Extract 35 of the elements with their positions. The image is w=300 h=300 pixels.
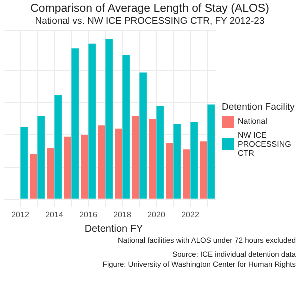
bar bbox=[72, 48, 79, 199]
x-tick-label: 2016 bbox=[80, 210, 98, 220]
bar bbox=[88, 44, 96, 199]
x-tick-label: 2020 bbox=[148, 210, 166, 220]
bar bbox=[183, 150, 190, 199]
x-tick-label: 2014 bbox=[46, 210, 64, 220]
bar bbox=[190, 122, 198, 199]
bar bbox=[132, 116, 140, 199]
x-axis-title: Detention FY bbox=[84, 224, 144, 235]
bar bbox=[47, 148, 54, 199]
chart-title: Comparison of Average Length of Stay (ALOS) bbox=[30, 3, 270, 15]
bar bbox=[208, 104, 215, 199]
bar bbox=[98, 126, 106, 199]
bar bbox=[30, 154, 38, 199]
bar bbox=[140, 72, 147, 199]
bar bbox=[166, 143, 174, 199]
bar bbox=[115, 128, 122, 199]
legend-label: NW ICE PROCESSING CTR bbox=[238, 130, 292, 158]
bar bbox=[54, 95, 62, 199]
chart-subtitle: National vs. NW ICE PROCESSING CTR, FY 2012-23 bbox=[34, 16, 266, 27]
bar bbox=[122, 55, 130, 199]
bar bbox=[81, 135, 88, 199]
bar bbox=[38, 116, 45, 199]
bar bbox=[20, 127, 28, 199]
legend-title: Detention Facility bbox=[222, 102, 296, 112]
x-tick-label: 2012 bbox=[12, 210, 30, 220]
bar bbox=[174, 124, 181, 199]
bar bbox=[106, 39, 113, 199]
x-tick-label: 2022 bbox=[182, 210, 200, 220]
legend-label: National bbox=[238, 117, 268, 126]
bar bbox=[64, 136, 72, 199]
bar bbox=[200, 142, 208, 199]
bar bbox=[149, 119, 156, 199]
x-tick-label: 2018 bbox=[114, 210, 132, 220]
bar bbox=[156, 106, 164, 199]
